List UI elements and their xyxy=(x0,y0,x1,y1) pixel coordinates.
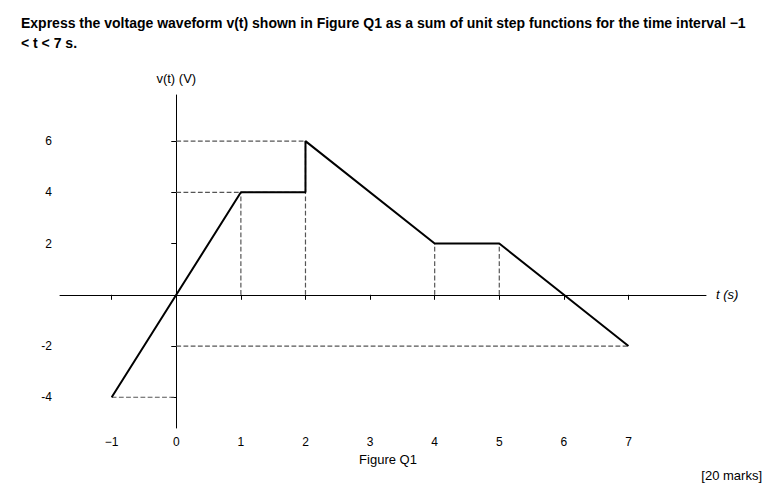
svg-text:2: 2 xyxy=(302,435,309,449)
svg-text:4: 4 xyxy=(45,185,52,199)
svg-text:Express the voltage waveform v: Express the voltage waveform v(t) shown … xyxy=(21,15,750,31)
svg-text:[20 marks]: [20 marks] xyxy=(701,468,762,483)
svg-text:7: 7 xyxy=(625,435,632,449)
svg-text:2: 2 xyxy=(45,237,52,251)
svg-text:−1: −1 xyxy=(105,435,119,449)
svg-text:0: 0 xyxy=(173,435,180,449)
svg-text:4: 4 xyxy=(431,435,438,449)
svg-text:Figure Q1: Figure Q1 xyxy=(359,452,417,467)
svg-text:< t < 7 s.: < t < 7 s. xyxy=(21,35,77,51)
svg-text:-4: -4 xyxy=(41,390,52,404)
svg-text:6: 6 xyxy=(45,134,52,148)
svg-text:1: 1 xyxy=(238,435,245,449)
svg-text:t (s): t (s) xyxy=(716,287,738,302)
svg-text:v(t) (V): v(t) (V) xyxy=(156,71,196,86)
svg-text:5: 5 xyxy=(496,435,503,449)
svg-text:-2: -2 xyxy=(41,339,52,353)
svg-text:3: 3 xyxy=(367,435,374,449)
svg-text:6: 6 xyxy=(561,435,568,449)
